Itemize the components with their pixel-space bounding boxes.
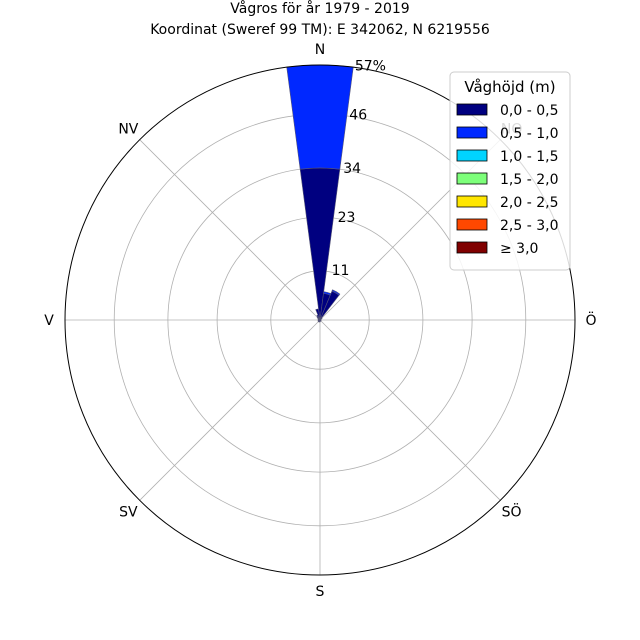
legend-swatch [456,103,488,116]
direction-label: SV [119,505,138,521]
legend-label: 2,0 - 2,5 [500,195,558,211]
direction-label: Ö [585,311,596,329]
direction-label: N [315,42,325,58]
direction-label: NV [118,121,138,137]
grid-spoke [139,139,321,321]
legend-label: 1,0 - 1,5 [500,149,558,165]
chart-title: Vågros för år 1979 - 2019 [230,0,409,17]
grid-spoke [319,319,501,501]
direction-label: S [316,584,325,600]
legend-items: 0,0 - 0,5 0,5 - 1,0 1,0 - 1,5 1,5 - 2,0 2,0 … [456,103,558,257]
rose-bar-segment [315,308,321,321]
chart-subtitle: Koordinat (Sweref 99 TM): E 342062, N 62… [150,22,490,38]
legend-label: ≥ 3,0 [500,241,538,257]
legend-label: 1,5 - 2,0 [500,172,558,188]
radial-tick-label: 46 [349,108,367,124]
legend-swatch [456,126,488,139]
radial-tick-label: 57% [355,59,386,75]
legend-swatch [456,195,488,208]
radial-tick-label: 11 [332,263,350,279]
radial-tick-label: 23 [338,210,356,226]
legend-swatch [456,172,488,185]
direction-label: SÖ [502,503,522,521]
grid-spoke [139,319,321,501]
direction-label: V [44,313,54,329]
rose-bars [286,64,354,323]
legend-label: 0,5 - 1,0 [500,126,558,142]
legend-swatch [456,218,488,231]
legend: Våghöjd (m) 0,0 - 0,5 0,5 - 1,0 1,0 - 1,5 1… [449,71,571,271]
legend-swatch [456,241,488,254]
radial-tick-label: 34 [343,161,361,177]
legend-label: 2,5 - 3,0 [500,218,558,234]
radial-tick-labels: 11 23 34 46 57% [332,59,386,279]
rose-bar-segment [286,64,354,170]
rose-bar-segment [331,289,341,296]
legend-label: 0,0 - 0,5 [500,103,558,119]
legend-title: Våghöjd (m) [464,78,555,96]
outer-circle [64,64,576,576]
legend-swatch [456,149,488,162]
polar-frame [64,64,576,576]
